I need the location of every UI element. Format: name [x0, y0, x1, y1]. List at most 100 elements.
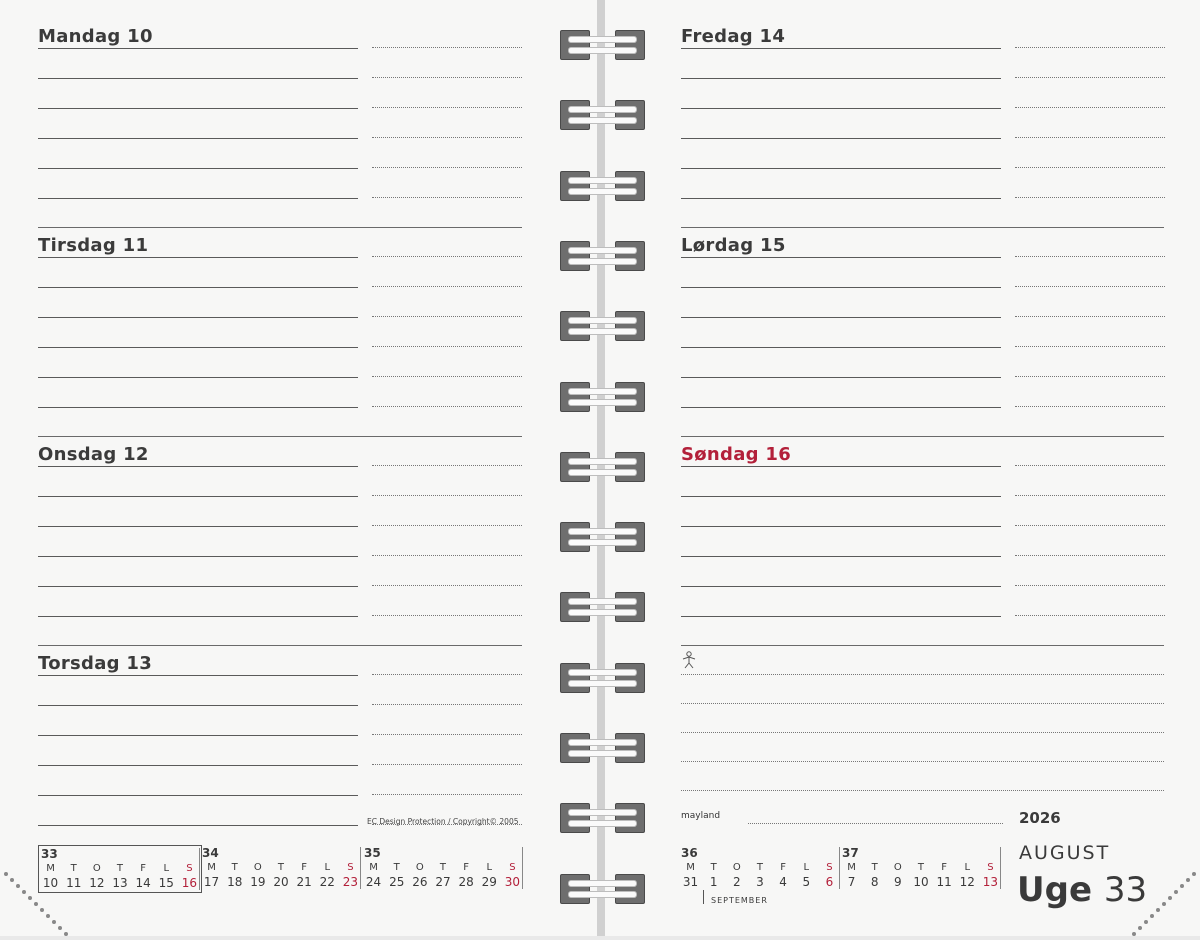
time-dotted-line[interactable] [1015, 256, 1165, 257]
writing-line[interactable] [681, 377, 1001, 378]
time-dotted-line[interactable] [1015, 585, 1165, 586]
time-dotted-line[interactable] [372, 47, 522, 48]
time-dotted-line[interactable] [1015, 346, 1165, 347]
time-dotted-line[interactable] [372, 346, 522, 347]
time-dotted-line[interactable] [1015, 316, 1165, 317]
day-number[interactable]: 5 [802, 875, 811, 889]
day-number[interactable]: 14 [135, 876, 151, 890]
notes-line[interactable] [681, 790, 1164, 791]
day-number[interactable]: 18 [227, 875, 243, 889]
time-dotted-line[interactable] [372, 764, 522, 765]
day-number[interactable]: 10 [913, 875, 929, 889]
time-dotted-line[interactable] [1015, 555, 1165, 556]
day-number[interactable]: 27 [435, 875, 451, 889]
writing-line[interactable] [681, 586, 1001, 587]
day-number[interactable]: 22 [319, 875, 335, 889]
notes-line[interactable] [681, 674, 1164, 675]
writing-line[interactable] [681, 287, 1001, 288]
time-dotted-line[interactable] [372, 794, 522, 795]
day-number[interactable]: 16 [181, 876, 198, 890]
time-dotted-line[interactable] [1015, 137, 1165, 138]
time-dotted-line[interactable] [1015, 465, 1165, 466]
time-dotted-line[interactable] [372, 137, 522, 138]
day-number[interactable]: 21 [296, 875, 312, 889]
time-dotted-line[interactable] [372, 197, 522, 198]
writing-line[interactable] [681, 168, 1001, 169]
notes-line[interactable] [681, 761, 1164, 762]
writing-line[interactable] [38, 257, 358, 258]
writing-line[interactable] [681, 347, 1001, 348]
writing-line[interactable] [681, 198, 1001, 199]
writing-line[interactable] [38, 407, 358, 408]
time-dotted-line[interactable] [372, 107, 522, 108]
writing-line[interactable] [681, 108, 1001, 109]
day-number[interactable]: 17 [203, 875, 220, 889]
time-dotted-line[interactable] [372, 286, 522, 287]
writing-line[interactable] [38, 466, 358, 467]
time-dotted-line[interactable] [1015, 376, 1165, 377]
time-dotted-line[interactable] [372, 824, 522, 825]
writing-line[interactable] [38, 377, 358, 378]
writing-line[interactable] [38, 108, 358, 109]
time-dotted-line[interactable] [372, 77, 522, 78]
time-dotted-line[interactable] [372, 585, 522, 586]
day-number[interactable]: 31 [682, 875, 699, 889]
time-dotted-line[interactable] [372, 316, 522, 317]
writing-line[interactable] [38, 586, 358, 587]
time-dotted-line[interactable] [1015, 197, 1165, 198]
time-dotted-line[interactable] [372, 406, 522, 407]
time-dotted-line[interactable] [1015, 107, 1165, 108]
writing-line[interactable] [38, 198, 358, 199]
day-number[interactable]: 28 [458, 875, 474, 889]
time-dotted-line[interactable] [372, 256, 522, 257]
writing-line[interactable] [681, 257, 1001, 258]
day-number[interactable]: 26 [412, 875, 428, 889]
day-number[interactable]: 6 [825, 875, 834, 889]
writing-line[interactable] [38, 556, 358, 557]
writing-line[interactable] [681, 496, 1001, 497]
writing-line[interactable] [38, 48, 358, 49]
writing-line[interactable] [38, 795, 358, 796]
writing-line[interactable] [38, 735, 358, 736]
time-dotted-line[interactable] [1015, 47, 1165, 48]
time-dotted-line[interactable] [372, 555, 522, 556]
writing-line[interactable] [38, 616, 358, 617]
day-number[interactable]: 4 [779, 875, 787, 889]
time-dotted-line[interactable] [372, 167, 522, 168]
writing-line[interactable] [38, 705, 358, 706]
day-number[interactable]: 8 [870, 875, 879, 889]
time-dotted-line[interactable] [1015, 167, 1165, 168]
day-number[interactable]: 13 [112, 876, 128, 890]
time-dotted-line[interactable] [372, 465, 522, 466]
time-dotted-line[interactable] [1015, 525, 1165, 526]
day-number[interactable]: 19 [250, 875, 266, 889]
time-dotted-line[interactable] [372, 376, 522, 377]
time-dotted-line[interactable] [372, 734, 522, 735]
time-dotted-line[interactable] [1015, 77, 1165, 78]
writing-line[interactable] [38, 317, 358, 318]
day-number[interactable]: 12 [959, 875, 975, 889]
time-dotted-line[interactable] [372, 495, 522, 496]
day-number[interactable]: 3 [756, 875, 764, 889]
writing-line[interactable] [681, 407, 1001, 408]
day-number[interactable]: 2 [733, 875, 741, 889]
time-dotted-line[interactable] [372, 615, 522, 616]
writing-line[interactable] [681, 317, 1001, 318]
day-number[interactable]: 11 [936, 875, 952, 889]
writing-line[interactable] [38, 765, 358, 766]
day-number[interactable]: 23 [342, 875, 359, 889]
writing-line[interactable] [681, 526, 1001, 527]
day-number[interactable]: 7 [847, 875, 856, 889]
notes-line[interactable] [681, 732, 1164, 733]
day-number[interactable]: 25 [389, 875, 405, 889]
day-number[interactable]: 29 [481, 875, 497, 889]
writing-line[interactable] [681, 78, 1001, 79]
writing-line[interactable] [38, 675, 358, 676]
writing-line[interactable] [681, 48, 1001, 49]
writing-line[interactable] [38, 825, 358, 826]
writing-line[interactable] [38, 496, 358, 497]
day-number[interactable]: 24 [365, 875, 382, 889]
time-dotted-line[interactable] [1015, 495, 1165, 496]
day-number[interactable]: 30 [504, 875, 521, 889]
writing-line[interactable] [38, 287, 358, 288]
